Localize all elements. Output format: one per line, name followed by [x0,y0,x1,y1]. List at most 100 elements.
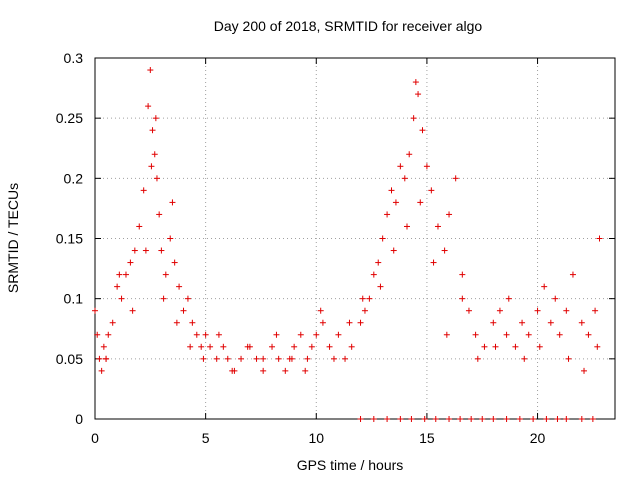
data-point [432,416,439,422]
data-point [92,307,98,314]
data-point [496,307,503,314]
data-point [187,343,194,350]
data-point [148,163,155,170]
data-point [452,175,459,182]
data-point [342,355,349,362]
data-point [160,295,167,302]
y-tick-label: 0.15 [56,231,83,247]
data-point [116,271,123,278]
data-point [127,259,134,266]
y-axis-label: SRMTID / TECUs [5,183,21,293]
data-point [156,211,163,218]
data-point [335,331,342,338]
data-point [291,343,298,350]
data-point [468,416,475,422]
data-point [147,67,154,74]
data-point [419,127,426,134]
data-point [530,416,537,422]
data-point [441,247,448,254]
data-point [563,416,570,422]
data-point [171,259,178,266]
data-point [302,367,309,374]
data-point [556,331,563,338]
data-point [145,103,152,110]
data-point [200,355,207,362]
data-point [357,416,364,422]
data-point [260,355,267,362]
y-tick-label: 0 [75,411,83,427]
data-point [330,355,337,362]
y-tick-label: 0.3 [64,50,84,66]
data-point [434,223,441,230]
data-point [297,331,304,338]
data-point [193,331,200,338]
data-point [404,223,410,230]
x-axis-label: GPS time / hours [297,457,404,473]
data-point [317,307,324,314]
data-point [490,416,497,422]
data-point [505,295,512,302]
data-points [92,67,603,422]
data-point [397,163,404,170]
data-point [366,295,373,302]
data-point [536,343,543,350]
data-point [596,235,603,242]
data-point [578,319,585,326]
data-point [519,319,526,326]
data-point [275,355,282,362]
data-point [149,127,156,134]
data-point [140,187,147,194]
data-point [273,331,280,338]
data-point [129,307,136,314]
data-point [446,416,453,422]
data-point [589,416,596,422]
data-point [176,283,183,290]
data-point [408,416,415,422]
data-point [152,115,159,122]
data-point [94,331,101,338]
data-point [326,343,333,350]
data-point [308,343,315,350]
x-tick-labels: 0 5 10 15 20 [91,430,545,446]
chart-title: Day 200 of 2018, SRMTID for receiver alg… [214,18,483,34]
data-point [392,199,399,206]
data-point [260,367,267,374]
data-point [244,343,251,350]
data-point [282,367,289,374]
data-point [554,416,561,422]
data-point [377,283,384,290]
data-point [521,355,528,362]
x-tick-label: 10 [308,430,324,446]
data-point [136,223,143,230]
data-point [379,235,386,242]
data-point [269,343,276,350]
data-point [410,115,417,122]
data-point [118,295,125,302]
data-point [198,343,205,350]
data-point [253,355,260,362]
data-point [169,199,176,206]
axis-ticks [94,57,615,420]
y-tick-label: 0.1 [64,291,84,307]
x-tick-label: 5 [202,430,210,446]
data-point [415,91,422,98]
data-point [304,355,311,362]
data-point [313,331,320,338]
data-point [423,163,430,170]
data-point [167,235,174,242]
data-point [503,331,510,338]
data-point [370,271,377,278]
data-point [547,319,554,326]
data-point [479,416,486,422]
data-point [534,307,541,314]
data-point [401,175,408,182]
data-point [516,416,523,422]
data-point [569,271,576,278]
data-point [109,319,116,326]
data-point [481,343,488,350]
data-point [474,355,481,362]
data-point [142,247,149,254]
data-point [215,331,222,338]
data-point [288,355,295,362]
